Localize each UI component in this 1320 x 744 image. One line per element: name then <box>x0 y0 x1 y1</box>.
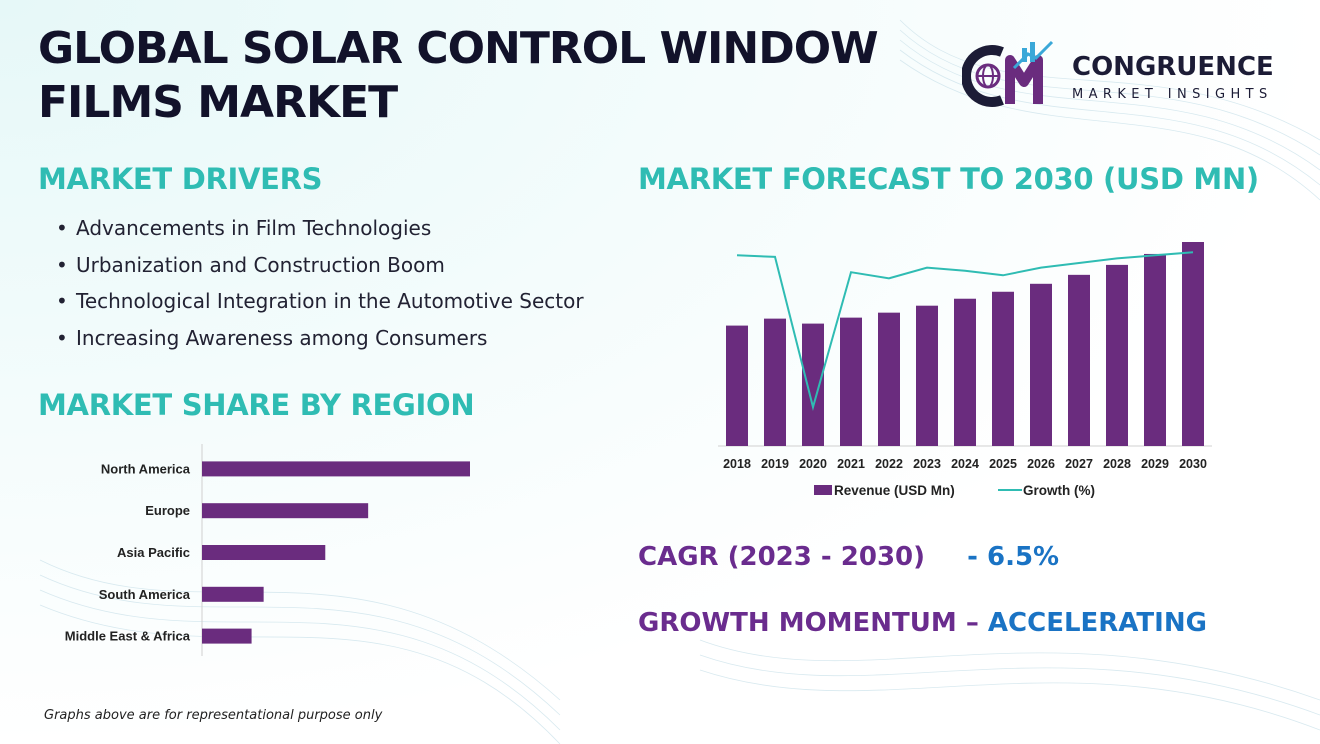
x-tick-label: 2023 <box>913 457 941 471</box>
x-tick-label: 2018 <box>723 457 751 471</box>
legend-label-growth: Growth (%) <box>1023 483 1095 498</box>
revenue-bar <box>1182 242 1204 446</box>
driver-text: Advancements in Film Technologies <box>76 216 432 240</box>
forecast-heading: MARKET FORECAST TO 2030 (USD MN) <box>638 162 1259 196</box>
drivers-list: • Advancements in Film Technologies • Urba… <box>56 212 584 359</box>
x-tick-label: 2028 <box>1103 457 1131 471</box>
region-bar <box>202 545 326 560</box>
revenue-bar <box>1144 253 1166 446</box>
revenue-bar <box>1030 283 1052 446</box>
footnote: Graphs above are for representational pu… <box>44 708 383 723</box>
list-item: • Technological Integration in the Automo… <box>56 289 584 314</box>
drivers-heading: MARKET DRIVERS <box>38 162 323 196</box>
momentum-label: GROWTH MOMENTUM – <box>638 608 979 638</box>
revenue-bar <box>764 318 786 446</box>
driver-text: Urbanization and Construction Boom <box>76 252 445 277</box>
region-bar <box>202 628 252 644</box>
x-tick-label: 2022 <box>875 457 903 471</box>
x-tick-label: 2024 <box>951 457 979 471</box>
x-tick-label: 2021 <box>837 457 865 471</box>
x-tick-label: 2025 <box>989 457 1017 471</box>
growth-line <box>736 251 1194 411</box>
region-bar <box>202 461 470 477</box>
momentum-value: ACCELERATING <box>987 608 1207 638</box>
list-item: • Urbanization and Construction Boom <box>56 252 445 277</box>
x-tick-label: 2027 <box>1065 457 1093 471</box>
x-tick-label: 2030 <box>1179 457 1207 471</box>
cagr-value: - 6.5% <box>967 542 1060 572</box>
forecast-chart: 2018 2019 2020 2021 2022 2023 2024 2025 2026 2027… <box>718 242 1212 498</box>
revenue-bar <box>1068 274 1090 446</box>
legend-swatch-revenue <box>814 485 832 495</box>
x-tick-label: 2020 <box>799 457 827 471</box>
list-item: • Advancements in Film Technologies <box>56 216 432 240</box>
revenue-bar <box>992 291 1014 446</box>
page-title-line1: GLOBAL SOLAR CONTROL WINDOW <box>38 23 879 74</box>
x-tick-label: 2026 <box>1027 457 1055 471</box>
logo-mark-icon <box>961 40 1054 107</box>
region-label: Middle East & Africa <box>65 629 191 644</box>
x-tick-label: 2029 <box>1141 457 1169 471</box>
region-label: Asia Pacific <box>117 545 190 560</box>
x-tick-label: 2019 <box>761 457 789 471</box>
revenue-bar <box>1106 264 1128 446</box>
page-title-line2: FILMS MARKET <box>38 77 398 128</box>
revenue-bar <box>802 323 824 446</box>
region-label: North America <box>101 461 191 476</box>
revenue-bar <box>916 305 938 446</box>
driver-text: Technological Integration in the Automot… <box>76 289 584 314</box>
revenue-bar <box>878 312 900 446</box>
cagr-stat: CAGR (2023 - 2030) - 6.5% <box>638 542 1059 572</box>
company-logo: CONGRUENCE MARKET INSIGHTS <box>961 38 1292 112</box>
revenue-bar <box>954 298 976 446</box>
region-bar <box>202 586 264 602</box>
region-bar-chart: North America Europe Asia Pacific South Ame… <box>65 444 470 656</box>
region-bar <box>202 503 369 519</box>
growth-momentum: GROWTH MOMENTUM – ACCELERATING <box>638 608 1207 638</box>
revenue-bar <box>840 317 862 446</box>
region-heading: MARKET SHARE BY REGION <box>38 388 475 422</box>
page-title: GLOBAL SOLAR CONTROL WINDOW FILMS MARKET <box>38 22 958 130</box>
region-label: South America <box>99 587 191 602</box>
region-label: Europe <box>145 503 190 518</box>
cagr-label: CAGR (2023 - 2030) <box>638 542 926 572</box>
legend-label-revenue: Revenue (USD Mn) <box>834 483 955 498</box>
logo-name: CONGRUENCE <box>1072 52 1274 82</box>
logo-subtitle: MARKET INSIGHTS <box>1072 87 1273 102</box>
list-item: • Increasing Awareness among Consumers <box>56 326 488 351</box>
revenue-bar <box>726 325 748 446</box>
driver-text: Increasing Awareness among Consumers <box>76 326 488 351</box>
